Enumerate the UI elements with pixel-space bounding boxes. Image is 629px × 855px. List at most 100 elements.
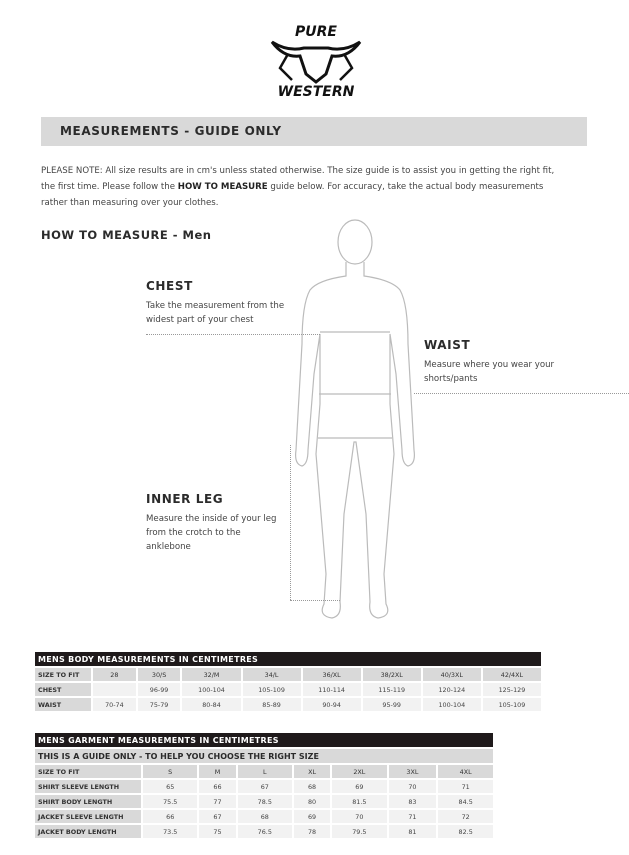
note-paragraph: PLEASE NOTE: All size results are in cm'… xyxy=(41,163,571,211)
header-cell: SIZE TO FIT xyxy=(35,765,141,778)
cell: 80 xyxy=(293,795,331,808)
cell: 75-79 xyxy=(137,698,181,711)
waist-title: WAIST xyxy=(424,338,471,352)
header-cell: SIZE TO FIT xyxy=(35,668,91,681)
cell: 66 xyxy=(199,780,236,793)
cell: 82.5 xyxy=(438,825,493,838)
cell: 125-129 xyxy=(482,683,541,696)
cell: 95-99 xyxy=(362,698,421,711)
cell: 105-109 xyxy=(482,698,541,711)
cell: 65 xyxy=(143,780,198,793)
cell: 71 xyxy=(388,810,437,823)
table-row: CHEST 96-99 100-104 105-109 110-114 115-… xyxy=(35,683,541,696)
cell: 90-94 xyxy=(302,698,361,711)
chest-title: CHEST xyxy=(146,279,193,293)
header-cell: 2XL xyxy=(332,765,387,778)
cell: 100-104 xyxy=(182,683,241,696)
header-cell: 38/2XL xyxy=(362,668,421,681)
cell: 81 xyxy=(388,825,437,838)
cell: 69 xyxy=(293,810,331,823)
inner-leg-guide-horizontal xyxy=(290,600,340,601)
table-row: SHIRT BODY LENGTH 75.5 77 78.5 80 81.5 83 84.5 xyxy=(35,795,493,808)
table-row: WAIST 70-74 75-79 80-84 85-89 90-94 95-9… xyxy=(35,698,541,711)
cell: 70 xyxy=(388,780,437,793)
cell: 75.5 xyxy=(143,795,198,808)
table-title: MENS GARMENT MEASUREMENTS IN CENTIMETRES xyxy=(35,733,493,747)
cell: 75 xyxy=(199,825,236,838)
header-cell: M xyxy=(199,765,236,778)
header-cell: S xyxy=(143,765,198,778)
note-text: PLEASE NOTE: All size results are in cm'… xyxy=(41,166,555,192)
body-measurements-table: MENS BODY MEASUREMENTS IN CENTIMETRES SI… xyxy=(33,650,543,713)
cell: 69 xyxy=(332,780,387,793)
inner-leg-text: Measure the inside of your leg from the … xyxy=(146,514,277,552)
how-to-measure-heading: HOW TO MEASURE - Men xyxy=(41,228,212,242)
cell: 120-124 xyxy=(422,683,481,696)
cell: 84.5 xyxy=(438,795,493,808)
header-cell: 30/S xyxy=(137,668,181,681)
cell: 77 xyxy=(199,795,236,808)
note-bold: HOW TO MEASURE xyxy=(177,182,268,192)
cell: 115-119 xyxy=(362,683,421,696)
cell: 81.5 xyxy=(332,795,387,808)
cell: 72 xyxy=(438,810,493,823)
header-cell: 34/L xyxy=(242,668,301,681)
cell: 79.5 xyxy=(332,825,387,838)
header-cell: 4XL xyxy=(438,765,493,778)
cell: 100-104 xyxy=(422,698,481,711)
row-label: CHEST xyxy=(35,683,91,696)
cell: 76.5 xyxy=(237,825,292,838)
cell: 80-84 xyxy=(182,698,241,711)
cell: 85-89 xyxy=(242,698,301,711)
header-cell: L xyxy=(237,765,292,778)
cell: 71 xyxy=(438,780,493,793)
cell: 70 xyxy=(332,810,387,823)
cell: 73.5 xyxy=(143,825,198,838)
inner-leg-label: INNER LEG Measure the inside of your leg … xyxy=(146,492,286,554)
cell: 78.5 xyxy=(237,795,292,808)
body-figure-illustration xyxy=(295,219,415,619)
table-row: SHIRT SLEEVE LENGTH 65 66 67 68 69 70 71 xyxy=(35,780,493,793)
inner-leg-title: INNER LEG xyxy=(146,492,224,506)
table-subtitle: THIS IS A GUIDE ONLY - TO HELP YOU CHOOS… xyxy=(35,749,493,763)
table-row: JACKET SLEEVE LENGTH 66 67 68 69 70 71 72 xyxy=(35,810,493,823)
table-header-row: SIZE TO FIT S M L XL 2XL 3XL 4XL xyxy=(35,765,493,778)
cell: 105-109 xyxy=(242,683,301,696)
waist-label: WAIST Measure where you wear your shorts/… xyxy=(424,338,564,386)
row-label: SHIRT BODY LENGTH xyxy=(35,795,141,808)
row-label: JACKET BODY LENGTH xyxy=(35,825,141,838)
svg-text:PURE: PURE xyxy=(295,24,337,40)
section-title: MEASUREMENTS - GUIDE ONLY xyxy=(60,124,282,138)
header-cell: 42/4XL xyxy=(482,668,541,681)
garment-measurements-table: MENS GARMENT MEASUREMENTS IN CENTIMETRES… xyxy=(33,731,495,840)
waist-text: Measure where you wear your shorts/pants xyxy=(424,360,555,384)
table-header-row: SIZE TO FIT 28 30/S 32/M 34/L 36/XL 38/2… xyxy=(35,668,541,681)
cell: 96-99 xyxy=(137,683,181,696)
section-banner: MEASUREMENTS - GUIDE ONLY xyxy=(41,117,587,146)
cell: 66 xyxy=(143,810,198,823)
table-row: JACKET BODY LENGTH 73.5 75 76.5 78 79.5 81 82.5 xyxy=(35,825,493,838)
pure-western-logo: PURE WESTERN xyxy=(268,18,364,100)
cell: 70-74 xyxy=(93,698,136,711)
cell: 67 xyxy=(237,780,292,793)
cell xyxy=(93,683,136,696)
row-label: JACKET SLEEVE LENGTH xyxy=(35,810,141,823)
inner-leg-guide-vertical xyxy=(290,445,291,600)
chest-label: CHEST Take the measurement from the wides… xyxy=(146,279,296,327)
chest-guide-line xyxy=(146,334,320,335)
header-cell: 40/3XL xyxy=(422,668,481,681)
header-cell: 28 xyxy=(93,668,136,681)
note-text-end: guide below. For accuracy, take the actu… xyxy=(41,182,544,208)
header-cell: XL xyxy=(293,765,331,778)
header-cell: 3XL xyxy=(388,765,437,778)
table-title: MENS BODY MEASUREMENTS IN CENTIMETRES xyxy=(35,652,541,666)
svg-text:WESTERN: WESTERN xyxy=(278,84,355,98)
cell: 78 xyxy=(293,825,331,838)
waist-guide-line xyxy=(414,393,629,394)
cell: 68 xyxy=(237,810,292,823)
chest-text: Take the measurement from the widest par… xyxy=(146,301,285,325)
cell: 67 xyxy=(199,810,236,823)
header-cell: 36/XL xyxy=(302,668,361,681)
row-label: WAIST xyxy=(35,698,91,711)
cell: 68 xyxy=(293,780,331,793)
